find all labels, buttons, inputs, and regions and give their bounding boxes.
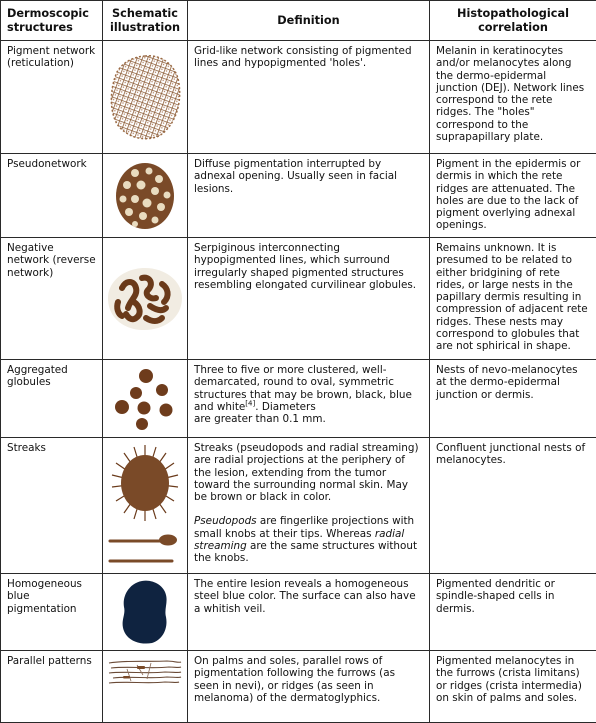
definition-cell: Streaks (pseudopods and radial streaming… [188, 438, 430, 574]
illustration-cell [103, 238, 188, 360]
homogeneous-blue-image [120, 579, 170, 645]
illustration-cell [103, 41, 188, 154]
table-row: Pigment network (reticulation) Grid-like… [1, 41, 596, 154]
definition-cell: Serpiginous interconnecting hypopigmente… [188, 238, 430, 360]
definition-cell: Diffuse pigmentation interrupted by adne… [188, 154, 430, 238]
header-illustration: Schematic illustration [103, 1, 188, 41]
structure-cell: Pigment network (reticulation) [1, 41, 103, 154]
structure-cell: Streaks [1, 438, 103, 574]
table-row: Negative network (reverse network) Ser [1, 238, 596, 360]
illustration-cell [103, 154, 188, 238]
aggregated-globules-image [108, 366, 182, 432]
parallel-patterns-image [107, 657, 183, 687]
streaks-image [106, 443, 184, 569]
header-structure: Dermoscopic structures [1, 1, 103, 41]
correlation-cell: Pigmented melanocytes in the furrows (cr… [430, 651, 596, 723]
definition-cell: The entire lesion reveals a homogeneous … [188, 574, 430, 651]
negative-network-image [106, 266, 184, 332]
structure-cell: Negative network (reverse network) [1, 238, 103, 360]
definition-cell: Three to five or more clustered, well-de… [188, 360, 430, 438]
definition-text: Streaks (pseudopods and radial streaming… [194, 442, 423, 503]
definition-text: . Diameters [255, 401, 316, 413]
structure-cell: Aggregated globules [1, 360, 103, 438]
table-row: Pseudonetwork Diffuse pigmentation inter… [1, 154, 596, 238]
table-row: Streaks [1, 438, 596, 574]
correlation-cell: Nests of nevo-melanocytes at the dermo-e… [430, 360, 596, 438]
pigment-network-image [107, 52, 183, 142]
correlation-cell: Melanin in keratinocytes and/or melanocy… [430, 41, 596, 154]
table-row: Aggregated globules Three to five or mor [1, 360, 596, 438]
correlation-cell: Confluent junctional nests of melanocyte… [430, 438, 596, 574]
illustration-cell [103, 438, 188, 574]
illustration-cell [103, 360, 188, 438]
citation-ref[interactable]: [4] [245, 399, 255, 407]
correlation-cell: Pigment in the epidermis or dermis in wh… [430, 154, 596, 238]
correlation-cell: Pigmented dendritic or spindle-shaped ce… [430, 574, 596, 651]
definition-text: are greater than 0.1 mm. [194, 413, 326, 425]
structure-cell: Parallel patterns [1, 651, 103, 723]
structure-cell: Pseudonetwork [1, 154, 103, 238]
header-row: Dermoscopic structures Schematic illustr… [1, 1, 596, 41]
definition-cell: Grid-like network consisting of pigmente… [188, 41, 430, 154]
illustration-cell [103, 651, 188, 723]
header-definition: Definition [188, 1, 430, 41]
table-row: Parallel patterns [1, 651, 596, 723]
illustration-cell [103, 574, 188, 651]
header-correlation: Histopathological correlation [430, 1, 596, 41]
definition-text-2: Pseudopods are fingerlike projections wi… [194, 515, 423, 564]
definition-cell: On palms and soles, parallel rows of pig… [188, 651, 430, 723]
structure-cell: Homogeneous blue pigmentation [1, 574, 103, 651]
correlation-cell: Remains unknown. It is presumed to be re… [430, 238, 596, 360]
table-row: Homogeneous blue pigmentation The entire… [1, 574, 596, 651]
pseudonetwork-image [113, 161, 177, 231]
